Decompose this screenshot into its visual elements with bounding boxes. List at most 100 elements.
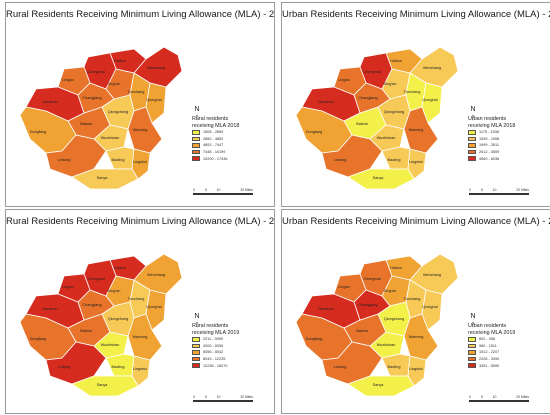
legend-item: 3391 - 5590	[468, 362, 524, 369]
region-label: Ledong	[58, 158, 71, 162]
region-label: Lingao	[338, 285, 349, 289]
legend-label: 7448 - 10199	[203, 150, 226, 155]
region-sanya	[71, 168, 139, 190]
region-label: Tunchang	[404, 90, 421, 94]
north-arrow-icon: N ↑	[468, 313, 478, 329]
region-label: Danzhou	[318, 100, 333, 104]
region-label: Qionghai	[422, 305, 437, 309]
legend-label: 12236 - 18070	[203, 363, 228, 368]
region-label: Dongfang	[306, 337, 322, 341]
legend-title: Urban residents receiving MLA 2019	[468, 323, 516, 336]
map-legend: Urban residents receiving MLA 2018 1175 -…	[468, 116, 524, 162]
map-title: Urban Residents Receiving Minimum Living…	[282, 9, 550, 20]
legend-swatch	[192, 337, 200, 342]
legend-label: 8043 - 12235	[203, 357, 226, 362]
region-label: Chengmai	[87, 277, 104, 281]
legend-label: 1999 - 2611	[479, 143, 499, 148]
region-label: Qiongzhong	[108, 110, 128, 114]
region-label: Danzhou	[42, 307, 57, 311]
choropleth-map: Haikou Wenchang Chengmai Lingao Danzhou Ding'…	[295, 253, 459, 397]
scale-label: 0	[469, 395, 471, 399]
legend-label: 4853 - 7447	[203, 143, 224, 148]
region-label: Changjiang	[358, 303, 377, 307]
region-label: Wanning	[133, 128, 148, 132]
region-label: Ledong	[58, 365, 71, 369]
region-label: Wenchang	[147, 273, 165, 277]
region-label: Haikou	[114, 59, 126, 63]
legend-swatch	[192, 149, 200, 155]
north-arrow-icon: N ↑	[192, 313, 202, 329]
region-label: Lingshui	[133, 367, 147, 371]
scale-bar: 0 5 10 20 Miles	[469, 188, 529, 195]
legend-item: 2612 - 4559	[468, 149, 524, 156]
legend-swatch	[192, 130, 200, 135]
legend-label: 2860 - 4852	[203, 136, 224, 141]
map-legend: Rural residents receiving MLA 2019 2211 -…	[192, 323, 248, 369]
legend-item: 8043 - 12235	[192, 356, 248, 363]
region-label: Lingshui	[409, 160, 423, 164]
legend-swatch	[468, 149, 476, 155]
scale-label: 10	[216, 395, 221, 399]
region-label: Sanya	[373, 176, 385, 180]
legend-label: 1175 - 1538	[479, 130, 499, 135]
scale-bar: 0 5 10 20 Miles	[193, 188, 253, 195]
region-label: Wanning	[409, 335, 424, 339]
region-label: Ledong	[334, 365, 347, 369]
region-label: Wuzhishan	[377, 136, 396, 140]
region-label: Wanning	[133, 335, 148, 339]
legend-swatch	[468, 130, 476, 135]
scale-label: 5	[204, 395, 207, 399]
region-label: Wuzhishan	[101, 136, 120, 140]
scale-label: 10	[216, 188, 221, 192]
scale-label: 20 Miles	[516, 395, 529, 399]
region-label: Ding'an	[384, 82, 397, 86]
region-label: Qiongzhong	[384, 317, 404, 321]
region-label: Baoting	[112, 365, 125, 369]
scale-label: 5	[480, 395, 483, 399]
legend-label: 2211 - 3999	[203, 337, 223, 342]
legend-item: 1508 - 2859	[192, 129, 248, 136]
legend-label: 4560 - 6038	[479, 156, 500, 161]
legend-item: 960 - 1511	[468, 343, 524, 350]
legend-item: 1539 - 1998	[468, 136, 524, 143]
region-label: Changjiang	[82, 96, 101, 100]
scale-label: 20 Miles	[240, 395, 253, 399]
scale-label: 10	[492, 188, 497, 192]
legend-item: 1175 - 1538	[468, 129, 524, 136]
scale-label: 0	[469, 188, 471, 192]
region-label: Qionghai	[422, 98, 437, 102]
north-label: N	[194, 313, 200, 320]
north-arrow-icon: N ↑	[192, 106, 202, 122]
region-ledong	[321, 341, 383, 385]
region-label: Wuzhishan	[101, 343, 120, 347]
region-changjiang	[353, 289, 391, 321]
legend-item: 6056 - 8042	[192, 349, 248, 356]
region-label: Chengmai	[363, 70, 380, 74]
legend-label: 1512 - 2207	[479, 350, 500, 355]
north-label: N	[194, 106, 200, 113]
region-label: Ledong	[334, 158, 347, 162]
region-label: Sanya	[97, 383, 109, 387]
region-label: Ding'an	[108, 82, 121, 86]
region-label: Ding'an	[384, 289, 397, 293]
region-label: Lingshui	[133, 160, 147, 164]
region-sanya	[347, 168, 415, 190]
region-label: Changjiang	[358, 96, 377, 100]
region-qionghai	[145, 82, 167, 124]
region-ledong	[45, 134, 107, 178]
north-label: N	[470, 313, 476, 320]
region-label: Wenchang	[423, 273, 441, 277]
region-label: Haikou	[114, 266, 126, 270]
region-label: Haikou	[390, 266, 402, 270]
legend-swatch	[468, 356, 476, 362]
legend-swatch	[468, 350, 476, 355]
region-label: Chengmai	[87, 70, 104, 74]
region-qionghai	[145, 289, 167, 331]
panel-urban-2019: Urban Residents Receiving Minimum Living…	[281, 209, 550, 414]
legend-item: 4853 - 7447	[192, 142, 248, 149]
legend-label: 2208 - 3390	[479, 357, 500, 362]
region-label: Lingao	[62, 285, 73, 289]
legend-item: 2208 - 3390	[468, 356, 524, 363]
choropleth-map: Haikou Wenchang Chengmai Lingao Danzhou Ding'…	[19, 253, 183, 397]
scale-label: 10	[492, 395, 497, 399]
